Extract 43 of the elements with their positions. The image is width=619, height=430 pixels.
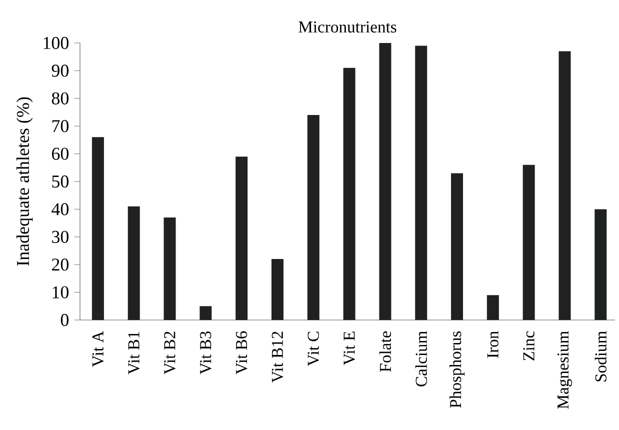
x-tick-label: Folate [379,331,392,372]
x-tick-label: Vit B1 [128,332,140,374]
x-tick-label: Magnesium [557,331,572,409]
y-tick-label: 40 [52,203,69,216]
y-tick-label: 60 [52,148,69,160]
y-tick-label: 80 [52,92,69,104]
bar [522,164,535,320]
x-tick-label: Vit C [308,332,320,366]
bar [271,259,284,320]
x-tick-label: Vit B6 [236,331,248,374]
x-tick-label: Vit A [92,330,104,367]
bar [164,218,176,320]
bar [379,42,392,320]
x-tick-label: Phosphorus [449,331,465,408]
x-tick-label: Zinc [523,331,534,360]
bar [128,206,140,320]
y-tick-label: 20 [52,258,69,271]
x-tick-label: Vit B12 [272,332,284,383]
bar [200,306,212,320]
y-tick-label: 30 [52,230,69,243]
y-tick-label: 100 [44,36,69,50]
bar [594,209,607,320]
bar [307,115,320,320]
bar [236,156,248,320]
bar [558,51,571,320]
bar [343,68,356,320]
x-tick-label: Vit B3 [200,331,212,374]
x-tick-label: Vit E [344,332,355,366]
x-tick-label: Calcium [415,331,427,386]
bar [451,173,464,320]
x-tick-label: Iron [487,331,498,358]
y-tick-label: 0 [60,314,69,326]
bar [415,46,428,320]
x-tick-label: Vit B2 [164,332,176,374]
y-tick-label: 90 [52,64,69,77]
bar [92,137,104,320]
y-tick-label: 10 [52,286,69,298]
y-tick-label: 50 [52,175,69,188]
bar [486,295,499,320]
chart-title: Micronutrients [298,21,396,33]
x-tick-label: Sodium [594,331,606,382]
y-tick-label: 70 [52,120,69,132]
y-axis-title: Inadequate athletes (%) [16,97,33,266]
